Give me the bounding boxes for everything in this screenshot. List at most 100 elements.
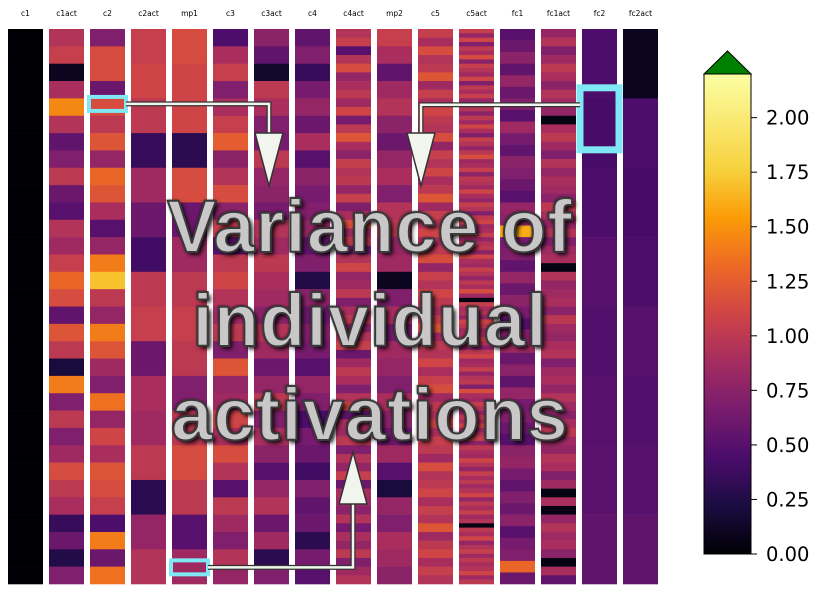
heatmap-cell — [131, 306, 166, 342]
heatmap-cell — [541, 471, 576, 481]
heatmap-cell — [623, 375, 658, 446]
heatmap-cell — [131, 375, 166, 411]
heatmap-cell — [418, 384, 453, 394]
heatmap-cell — [459, 540, 494, 546]
heatmap-cell — [336, 63, 371, 73]
heatmap-cell — [541, 445, 576, 455]
heatmap-cell — [336, 566, 371, 576]
heatmap-cell — [500, 491, 535, 504]
heatmap-cell — [459, 76, 494, 82]
heatmap-cell — [90, 375, 125, 394]
column-label-mp1: mp1 — [181, 9, 198, 18]
heatmap-cell — [500, 190, 535, 203]
heatmap-cell — [418, 332, 453, 342]
heatmap-cell — [459, 228, 494, 234]
heatmap-cell — [213, 167, 248, 186]
heatmap-cell — [459, 549, 494, 554]
heatmap-cell — [336, 410, 371, 420]
heatmap-cell — [418, 167, 453, 177]
heatmap-cell — [459, 128, 494, 134]
heatmap-cell — [418, 245, 453, 255]
heatmap-cell — [90, 115, 125, 134]
heatmap-cell — [213, 133, 248, 151]
heatmap-cell — [213, 63, 248, 82]
heatmap-cell — [418, 367, 453, 377]
heatmap-cell — [254, 462, 289, 481]
annotation-arrow-fc2 — [406, 102, 580, 189]
heatmap-cell — [418, 471, 453, 481]
heatmap-cell — [541, 280, 576, 290]
heatmap-cell — [8, 98, 43, 117]
heatmap-cell — [213, 29, 248, 47]
heatmap-cell — [172, 29, 207, 64]
heatmap-cell — [541, 176, 576, 186]
annotation-arrows — [126, 101, 580, 570]
heatmap-cell — [541, 124, 576, 134]
heatmap-cell — [377, 271, 412, 290]
column-label-c1act: c1act — [56, 9, 77, 18]
heatmap-column-c2 — [90, 29, 125, 585]
annotation-arrow-mp1 — [208, 449, 368, 570]
heatmap-cell — [295, 133, 330, 151]
heatmap-cell — [418, 349, 453, 359]
colorbar-tick-label: 0.25 — [766, 488, 809, 511]
heatmap-cell — [8, 202, 43, 221]
heatmap-cell — [418, 202, 453, 212]
heatmap-cell — [459, 553, 494, 559]
heatmap-cell — [49, 323, 84, 342]
heatmap-cell — [254, 479, 289, 498]
overlay-title-line-1: Variance of — [166, 185, 573, 268]
heatmap-cell — [459, 332, 494, 338]
heatmap-cell — [254, 289, 289, 307]
heatmap-cell — [418, 323, 453, 333]
heatmap-cell — [90, 133, 125, 151]
heatmap-cell — [459, 189, 494, 195]
heatmap-cell — [295, 427, 330, 446]
heatmap-cell — [541, 63, 576, 73]
heatmap-columns — [8, 29, 658, 585]
heatmap-cell — [459, 202, 494, 208]
heatmap-cell — [418, 237, 453, 247]
heatmap-cell — [459, 336, 494, 342]
heatmap-cell — [541, 29, 576, 38]
heatmap-cell — [459, 107, 494, 112]
heatmap-cell — [541, 514, 576, 524]
heatmap-cell — [418, 306, 453, 316]
heatmap-cell — [541, 202, 576, 212]
heatmap-cell — [582, 306, 617, 377]
heatmap-cell — [8, 46, 43, 64]
heatmap-cell — [295, 202, 330, 221]
heatmap-cell — [172, 63, 207, 99]
heatmap-cell — [500, 52, 535, 64]
heatmap-cell — [90, 549, 125, 567]
heatmap-cell — [459, 536, 494, 541]
heatmap-cell — [500, 179, 535, 192]
overlay-title-line-3: activations — [170, 373, 569, 456]
heatmap-cell — [541, 254, 576, 264]
heatmap-cell — [459, 250, 494, 255]
heatmap-cell — [336, 341, 371, 351]
heatmap-cell — [213, 81, 248, 99]
heatmap-cell — [131, 133, 166, 169]
heatmap-cell — [377, 150, 412, 169]
heatmap-cell — [418, 150, 453, 160]
heatmap-cell — [131, 202, 166, 238]
heatmap-column-fc1 — [500, 29, 535, 585]
heatmap-cell — [131, 549, 166, 585]
heatmap-cell — [541, 384, 576, 394]
heatmap-cell — [8, 410, 43, 429]
heatmap-cell — [295, 445, 330, 463]
heatmap-cell — [459, 115, 494, 121]
heatmap-cell — [500, 75, 535, 88]
heatmap-cell — [459, 141, 494, 147]
heatmap-cell — [336, 289, 371, 299]
colorbar-tick-label: 1.75 — [766, 161, 809, 184]
heatmap-cell — [90, 254, 125, 273]
heatmap-cell — [213, 531, 248, 550]
heatmap-cell — [336, 159, 371, 169]
heatmap-cell — [90, 497, 125, 515]
heatmap-cell — [418, 505, 453, 515]
heatmap-cell — [254, 531, 289, 550]
heatmap-column-fc2act — [623, 29, 658, 585]
heatmap-cell — [459, 293, 494, 299]
